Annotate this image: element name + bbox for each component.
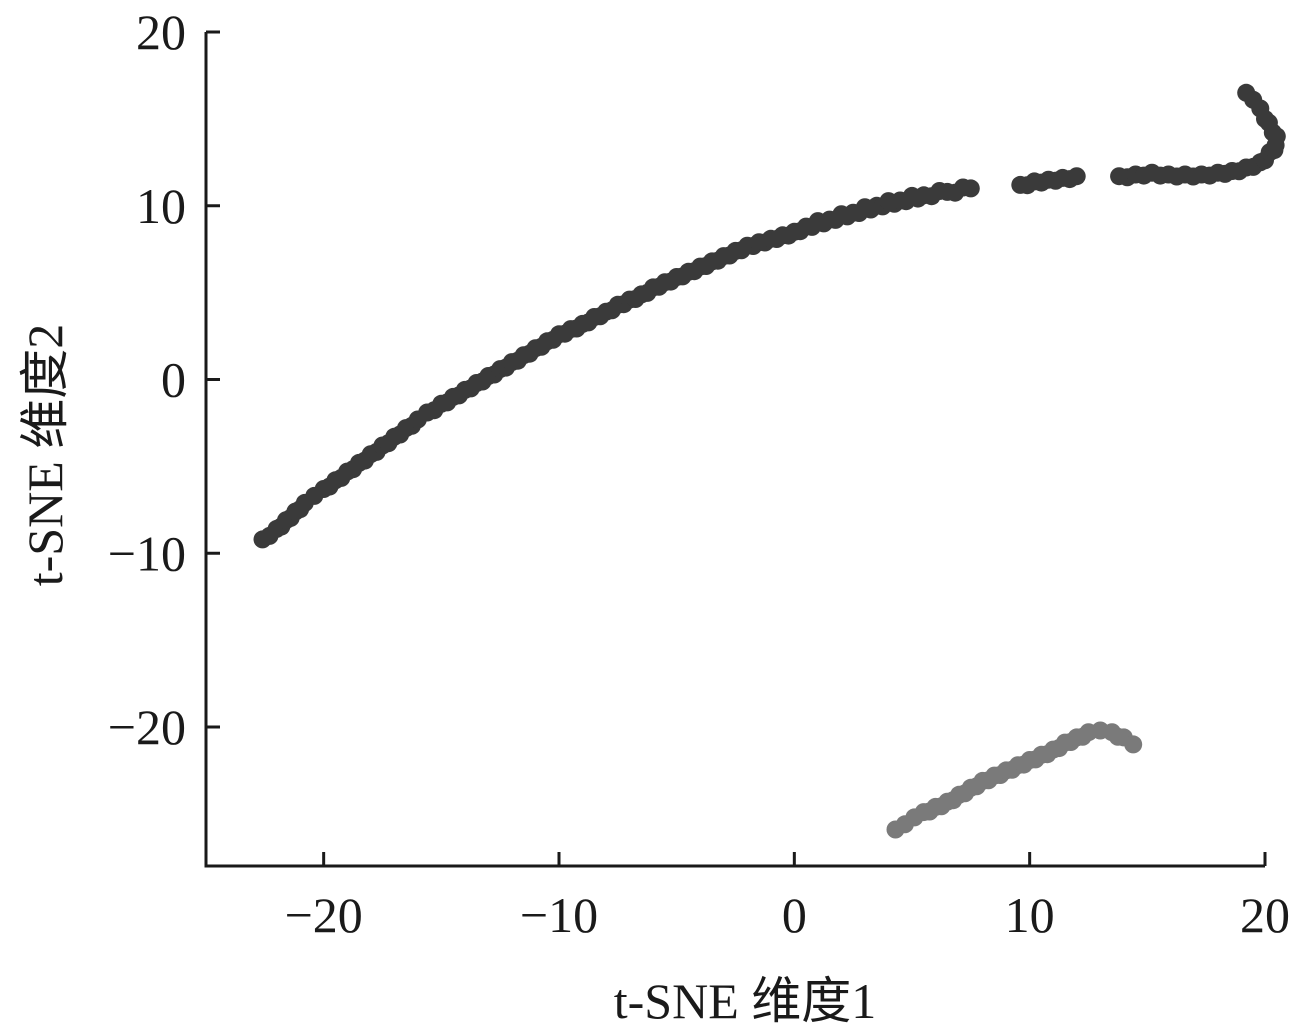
- data-point: [1067, 167, 1086, 186]
- data-point: [1237, 83, 1256, 102]
- y-tick-label: 0: [161, 352, 186, 408]
- x-axis-title: t-SNE 维度1: [614, 973, 877, 1029]
- x-axis-ticks: −20 −10 0 10 20: [285, 852, 1290, 943]
- y-tick-label: 20: [136, 4, 186, 60]
- axes-frame: [204, 32, 1265, 868]
- y-tick-label: −20: [108, 699, 186, 755]
- x-tick-label: 0: [782, 887, 807, 943]
- data-point: [961, 179, 980, 198]
- x-tick-label: −20: [285, 887, 363, 943]
- data-point: [1124, 735, 1143, 754]
- series-1: [253, 83, 1286, 549]
- y-axis-ticks: −20 −10 0 10 20: [108, 4, 220, 755]
- y-axis-title: t-SNE 维度2: [17, 324, 73, 587]
- y-tick-label: −10: [108, 525, 186, 581]
- points-layer: [253, 83, 1286, 839]
- series-2: [886, 721, 1143, 839]
- x-tick-label: −10: [520, 887, 598, 943]
- x-tick-label: 20: [1240, 887, 1290, 943]
- y-tick-label: 10: [136, 178, 186, 234]
- x-tick-label: 10: [1005, 887, 1055, 943]
